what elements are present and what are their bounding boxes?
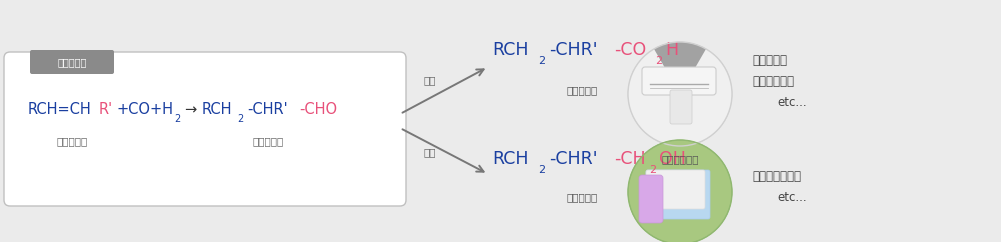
Text: R': R' — [99, 102, 113, 117]
Text: RCH: RCH — [492, 150, 529, 168]
Text: -CH: -CH — [614, 150, 646, 168]
Wedge shape — [654, 42, 706, 94]
Text: 2: 2 — [237, 113, 243, 123]
Text: オキソ反応: オキソ反応 — [57, 57, 87, 67]
Text: -CO: -CO — [614, 41, 647, 59]
Circle shape — [628, 42, 732, 146]
Text: -CHR': -CHR' — [247, 102, 287, 117]
Text: RCH: RCH — [492, 41, 529, 59]
Text: 冷凍機油分野: 冷凍機油分野 — [662, 154, 699, 164]
FancyBboxPatch shape — [30, 50, 114, 74]
Text: H: H — [665, 41, 678, 59]
Text: 合成脂肪酸: 合成脂肪酸 — [567, 85, 598, 95]
Text: 酸化: 酸化 — [423, 75, 436, 85]
Text: OH: OH — [659, 150, 686, 168]
Text: etc...: etc... — [777, 96, 807, 109]
Text: アルデヒド: アルデヒド — [252, 136, 283, 146]
Text: +CO+H: +CO+H — [117, 102, 174, 117]
Text: イソノナン酸: イソノナン酸 — [752, 75, 794, 88]
Text: →: → — [184, 102, 196, 117]
Text: 2: 2 — [538, 165, 546, 175]
Text: -CHO: -CHO — [299, 102, 337, 117]
Text: RCH=CH: RCH=CH — [28, 102, 92, 117]
Text: 2: 2 — [649, 165, 656, 175]
FancyBboxPatch shape — [646, 170, 710, 219]
FancyBboxPatch shape — [639, 175, 663, 223]
Text: 2: 2 — [174, 113, 180, 123]
Text: 還元: 還元 — [423, 147, 436, 157]
Text: 2: 2 — [655, 56, 662, 66]
FancyBboxPatch shape — [4, 52, 406, 206]
Circle shape — [628, 140, 732, 242]
Text: -CHR': -CHR' — [549, 41, 598, 59]
FancyBboxPatch shape — [642, 67, 716, 95]
Text: -CHR': -CHR' — [549, 150, 598, 168]
FancyBboxPatch shape — [646, 170, 705, 209]
Text: etc...: etc... — [777, 191, 807, 204]
Text: トリデカノール: トリデカノール — [752, 170, 801, 183]
Text: RCH: RCH — [202, 102, 232, 117]
Text: オレフィン: オレフィン — [56, 136, 88, 146]
Text: オクチル酸: オクチル酸 — [752, 54, 787, 67]
FancyBboxPatch shape — [670, 90, 692, 124]
Text: 2: 2 — [538, 56, 546, 66]
Circle shape — [628, 42, 732, 146]
Text: アルコール: アルコール — [567, 192, 598, 202]
